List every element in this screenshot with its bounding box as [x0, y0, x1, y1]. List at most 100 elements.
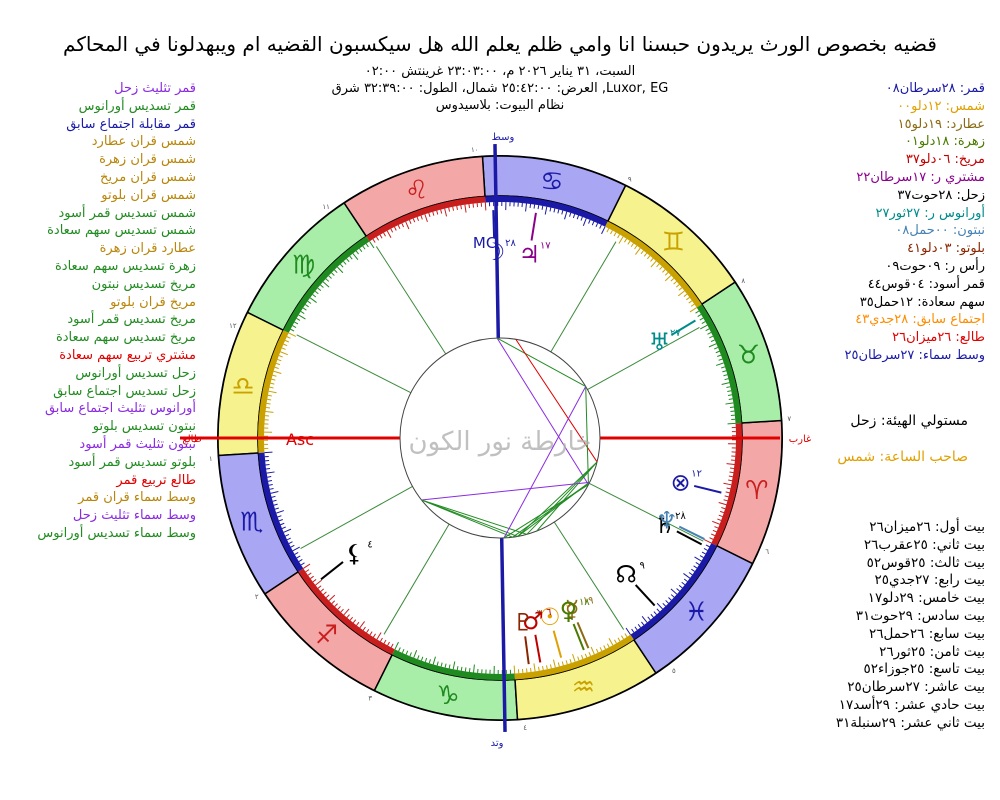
house-cusp-line [587, 327, 700, 390]
degree-tick [656, 263, 660, 268]
degree-tick [576, 215, 580, 220]
degree-tick [553, 208, 556, 213]
venus-degree: ١٨ [579, 597, 590, 608]
fortune-degree: ١٢ [691, 469, 702, 480]
degree-tick [278, 519, 283, 522]
imum-coeli-label: وتد [491, 738, 504, 749]
degree-tick [416, 216, 419, 221]
degree-tick [271, 495, 276, 498]
planet-pointer-line [634, 584, 656, 607]
house-number-label: ٣ [368, 694, 372, 702]
degree-tick [722, 370, 727, 373]
degree-band-segment [605, 221, 702, 308]
degree-tick [715, 362, 724, 366]
position-item: زحل: ٢٨حوت٣٧ [897, 187, 985, 203]
degree-tick [325, 594, 330, 598]
degree-tick [699, 555, 704, 558]
degree-tick [298, 314, 306, 320]
degree-tick [601, 226, 606, 235]
degree-tick [309, 297, 317, 303]
house-cusp-item: بيت سادس: ٢٩حوت٣١ [855, 607, 985, 624]
hour-lord: صاحب الساعة: شمس [837, 449, 968, 465]
degree-tick [709, 335, 714, 339]
aspect-line [421, 481, 590, 501]
degree-tick [676, 588, 680, 592]
degree-tick [278, 355, 283, 358]
degree-tick [621, 635, 624, 640]
lilith-glyph: ⚸ [345, 539, 363, 567]
degree-tick [355, 250, 359, 255]
degree-tick [265, 406, 271, 409]
degree-tick [588, 219, 591, 224]
degree-tick [286, 336, 291, 339]
chart-question-title: قضيه بخصوص الورث يريدون حبسنا انا وامي ظ… [63, 32, 937, 56]
degree-tick [718, 502, 727, 506]
degree-tick [711, 533, 716, 537]
degree-tick [464, 667, 467, 672]
degree-tick [561, 210, 564, 215]
degree-tick [703, 548, 708, 551]
degree-tick [664, 275, 672, 282]
aspect-line [536, 461, 598, 532]
degree-tick [420, 656, 424, 661]
degree-tick [718, 358, 723, 361]
degree-tick [712, 529, 717, 533]
degree-tick [397, 224, 401, 229]
venus-glyph: ♀ [560, 597, 578, 625]
degree-tick [448, 207, 451, 212]
degree-tick [300, 310, 305, 314]
house-number-label: ٨ [741, 277, 745, 285]
aspect-list: قمر تثليث زحل قمر تسديس أورانوس قمر مقابلة… [4, 80, 196, 543]
degree-tick [728, 475, 733, 478]
degree-tick [695, 310, 700, 314]
degree-tick [405, 650, 409, 655]
degree-tick [276, 510, 285, 514]
degree-tick [699, 317, 704, 321]
planet-pointer-line [693, 484, 722, 494]
degree-tick [383, 232, 386, 237]
degree-tick [424, 214, 428, 223]
degree-tick [365, 243, 369, 248]
degree-tick [606, 228, 610, 233]
position-item: قمر أسود: ٠٤قوس٤٤ [867, 276, 985, 292]
degree-tick [409, 652, 412, 657]
zodiac-sign-glyph: ♑ [436, 681, 459, 711]
jupiter-degree: ١٧ [540, 240, 551, 251]
degree-tick [468, 203, 470, 209]
watermark: خارطة نور الكون [409, 427, 592, 457]
degree-tick [390, 228, 394, 233]
house-cusp-line [375, 246, 447, 355]
degree-tick [444, 663, 447, 668]
degree-tick [303, 563, 311, 569]
house-number-label: ٤ [523, 724, 527, 732]
degree-tick [346, 614, 350, 618]
degree-tick [617, 637, 621, 642]
degree-tick [533, 663, 536, 672]
degree-tick [709, 537, 714, 540]
chart-date-line: السبت، ٣١ يناير ٢٠٢٦ م، ٢٣:٠٣:٠٠ غرينتش … [364, 64, 636, 79]
degree-tick [428, 212, 431, 217]
degree-tick [468, 667, 471, 673]
degree-tick [456, 666, 459, 671]
degree-tick [460, 666, 463, 671]
degree-tick [656, 608, 660, 613]
degree-tick [557, 662, 560, 667]
degree-tick [288, 541, 293, 544]
planet-pointer-line [492, 210, 496, 239]
degree-tick [267, 476, 272, 478]
degree-tick [343, 608, 350, 616]
degree-tick [717, 518, 722, 521]
degree-tick [356, 621, 360, 626]
position-item: مريخ: ٠٦دلو٣٧ [905, 152, 985, 168]
degree-tick [637, 624, 641, 628]
degree-tick [584, 653, 588, 658]
degree-tick [664, 272, 669, 276]
sun-degree: ١٢ [561, 603, 572, 614]
zodiac-sign-glyph: ♍ [292, 251, 315, 281]
degree-tick [346, 258, 350, 263]
planet-pointer-line [678, 525, 705, 540]
house-cusp-item: بيت خامس: ٢٩دلو١٧ [867, 590, 985, 607]
degree-tick [413, 650, 418, 658]
degree-tick [701, 551, 706, 555]
degree-tick [331, 272, 335, 276]
